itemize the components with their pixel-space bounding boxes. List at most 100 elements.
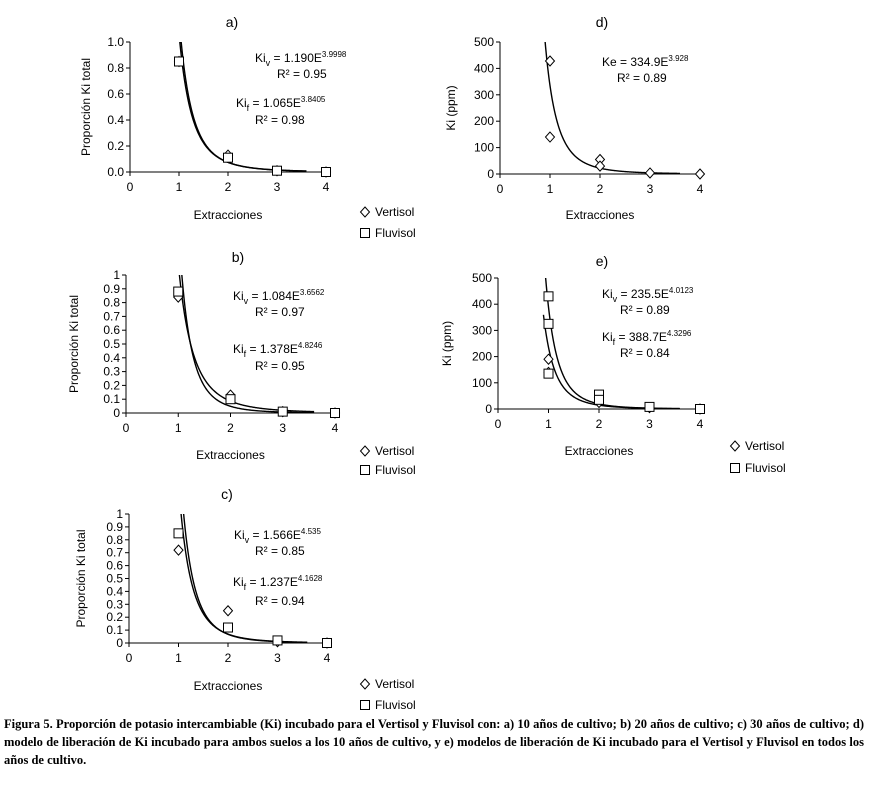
data-point-ki (546, 132, 555, 142)
equation-annotation: Ke = 334.9E3.928 (602, 54, 689, 69)
equation-annotation: R² = 0.89 (617, 71, 667, 85)
figure-caption: Figura 5. Proporción de potasio intercam… (4, 715, 864, 769)
equation-annotation: R² = 0.94 (255, 594, 305, 608)
x-tick-label: 3 (647, 182, 654, 196)
legend-marker-diamond (361, 679, 370, 689)
data-point-fluvisol (226, 395, 235, 404)
equation-annotation: Kiv = 1.190E3.9998 (255, 50, 347, 68)
y-tick-label: 0.4 (107, 113, 124, 127)
equation-annotation: R² = 0.97 (255, 305, 305, 319)
data-point-fluvisol (175, 57, 184, 66)
y-tick-label: 0.3 (106, 597, 123, 611)
y-tick-label: 100 (472, 376, 492, 390)
y-tick-label: 500 (472, 271, 492, 285)
x-tick-label: 1 (175, 651, 182, 665)
fit-curve-vertisol (174, 2, 306, 171)
y-tick-label: 0 (487, 167, 494, 181)
data-point-ki (596, 161, 605, 171)
data-point-fluvisol (696, 405, 705, 414)
legend-label: Fluvisol (375, 226, 416, 240)
data-point-fluvisol (174, 287, 183, 296)
y-tick-label: 0.6 (106, 559, 123, 573)
x-tick-label: 2 (596, 417, 603, 431)
y-tick-label: 0.7 (103, 309, 120, 323)
panel-label: b) (232, 249, 244, 265)
x-tick-label: 1 (547, 182, 554, 196)
y-tick-label: 500 (474, 35, 494, 49)
y-tick-label: 0.4 (106, 584, 123, 598)
y-tick-label: 0.6 (103, 323, 120, 337)
x-tick-label: 0 (123, 421, 130, 435)
legend-marker-square (361, 466, 370, 475)
data-point-fluvisol (278, 407, 287, 416)
fit-curve-vertisol (543, 315, 679, 409)
x-tick-label: 4 (323, 180, 330, 194)
legend-label: Vertisol (745, 439, 784, 453)
y-tick-label: 0 (113, 406, 120, 420)
x-tick-label: 1 (175, 421, 182, 435)
data-point-fluvisol (544, 319, 553, 328)
figure-canvas: a) 0.0 0.2 0.4 0.6 0.8 1.0 0 1 2 3 4 Extracciones Pro… (0, 0, 871, 712)
y-axis-title: Proporción Ki total (67, 295, 81, 393)
panel-label: a) (226, 14, 238, 30)
y-tick-label: 0.8 (107, 61, 124, 75)
legend-label: Vertisol (375, 205, 414, 219)
data-point-ki (646, 168, 655, 178)
y-tick-label: 200 (472, 350, 492, 364)
equation-annotation: R² = 0.98 (255, 113, 305, 127)
fit-curve-vertisol (174, 474, 308, 642)
x-axis-title: Extracciones (566, 208, 635, 222)
x-axis-title: Extracciones (194, 679, 263, 693)
legend-label: Fluvisol (375, 463, 416, 477)
y-tick-label: 0 (116, 636, 123, 650)
y-tick-label: 0.8 (103, 296, 120, 310)
panel-label: d) (596, 14, 608, 30)
x-tick-label: 1 (176, 180, 183, 194)
equation-annotation: R² = 0.95 (277, 67, 327, 81)
legend-label: Fluvisol (745, 461, 786, 475)
y-tick-label: 0.4 (103, 351, 120, 365)
data-point-ki (696, 169, 705, 179)
x-tick-label: 4 (332, 421, 339, 435)
equation-annotation: R² = 0.95 (255, 359, 305, 373)
y-tick-label: 1 (116, 507, 123, 521)
equation-annotation: Kif = 388.7E4.3296 (602, 329, 692, 347)
equation-annotation: R² = 0.89 (620, 303, 670, 317)
y-tick-label: 300 (474, 88, 494, 102)
equation-annotation: Kif = 1.065E3.8405 (236, 95, 326, 113)
y-tick-label: 300 (472, 323, 492, 337)
y-tick-label: 0.0 (107, 165, 124, 179)
data-point-fluvisol (323, 639, 332, 648)
panel-label: c) (221, 486, 233, 502)
y-tick-label: 0 (485, 402, 492, 416)
data-point-fluvisol (331, 409, 340, 418)
x-tick-label: 3 (274, 651, 281, 665)
data-point-vertisol (174, 545, 183, 555)
y-axis-title: Ki (ppm) (440, 321, 454, 366)
data-point-fluvisol (595, 395, 604, 404)
chart-panel-c: c)00.10.20.30.40.50.60.70.80.910 1 2 3 4Extr… (74, 474, 416, 712)
x-tick-label: 4 (324, 651, 331, 665)
equation-annotation: R² = 0.85 (255, 544, 305, 558)
chart-panel-d: d)01002003004005000 1 2 3 4ExtraccionesKi (p… (444, 14, 705, 222)
fit-curve-fluvisol (174, 474, 308, 642)
x-tick-label: 0 (126, 651, 133, 665)
equation-annotation: Kif = 1.237E4.1628 (233, 574, 323, 592)
legend-label: Vertisol (375, 444, 414, 458)
x-axis-title: Extracciones (565, 444, 634, 458)
data-point-fluvisol (224, 623, 233, 632)
y-tick-label: 400 (474, 61, 494, 75)
legend-marker-square (361, 229, 370, 238)
equation-annotation: Kif = 1.378E4.8246 (233, 341, 323, 359)
y-tick-label: 0.2 (106, 610, 123, 624)
legend-marker-diamond (361, 207, 370, 217)
x-axis-title: Extracciones (194, 208, 263, 222)
data-point-fluvisol (273, 166, 282, 175)
y-tick-label: 0.5 (103, 337, 120, 351)
chart-panel-b: b)00.10.20.30.40.50.60.70.80.910 1 2 3 4Extr… (67, 235, 416, 477)
y-axis-title: Proporción Ki total (79, 58, 93, 156)
data-point-fluvisol (544, 292, 553, 301)
y-tick-label: 400 (472, 297, 492, 311)
y-tick-label: 0.1 (103, 392, 120, 406)
x-tick-label: 4 (697, 417, 704, 431)
